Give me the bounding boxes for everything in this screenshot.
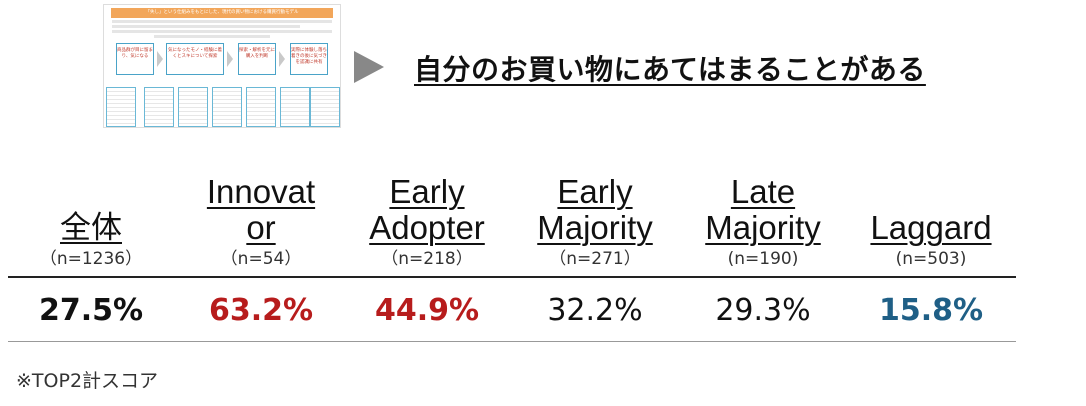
thumbnail-step: 商品群が目に留まり、気になる — [116, 43, 154, 75]
segment-name: Late Majority — [705, 174, 821, 246]
thumbnail-detail-box — [178, 87, 208, 127]
segment-header-early-adopter: Early Adopter （n=218） — [352, 150, 502, 270]
thumbnail-step: 実際に体験し落ち着きの後に気づきを認識に共有 — [290, 43, 328, 75]
segment-name-line: or — [246, 209, 276, 246]
thumbnail-arrow-icon — [227, 51, 233, 67]
value-total: 27.5% — [38, 293, 144, 328]
value-early-majority: 32.2% — [547, 293, 643, 328]
segment-name-line: Adopter — [369, 209, 485, 246]
table-top-rule — [8, 276, 1016, 278]
thumbnail-arrow-icon — [279, 51, 285, 67]
thumbnail-detail-box — [144, 87, 174, 127]
segment-name: Early Majority — [537, 174, 653, 246]
segment-sample-size: (n=503) — [895, 249, 967, 269]
thumbnail-detail-box — [310, 87, 340, 127]
segment-name-line: Late — [730, 173, 796, 210]
value-laggard: 15.8% — [878, 293, 984, 328]
segment-header-innovator: Innovat or （n=54） — [186, 150, 336, 270]
segment-name-line: Majority — [537, 209, 653, 246]
segment-name-line: Early — [389, 173, 465, 210]
segment-header-late-majority: Late Majority (n=190) — [688, 150, 838, 270]
segment-sample-size: （n=54） — [220, 249, 302, 269]
thumbnail-detail-box — [212, 87, 242, 127]
segment-sample-size: (n=190) — [727, 249, 799, 269]
value-innovator: 63.2% — [208, 293, 314, 328]
segment-header-laggard: Laggard (n=503) — [856, 150, 1006, 270]
headline: 自分のお買い物にあてはまることがある — [414, 53, 926, 86]
segment-sample-size: （n=271） — [549, 249, 641, 269]
footnote: ※TOP2計スコア — [16, 370, 159, 392]
thumbnail-title: 「失し」という仕組みをもとにした、現代の買い物における購買行動モデル — [111, 8, 333, 18]
thumbnail-detail-box — [106, 87, 136, 127]
thumbnail-step: 探索・解析を元に購入を判断 — [238, 43, 276, 75]
slide-thumbnail: 「失し」という仕組みをもとにした、現代の買い物における購買行動モデル 商品群が目… — [103, 4, 341, 128]
segment-sample-size: （n=1236） — [39, 249, 143, 269]
thumbnail-arrow-icon — [157, 51, 163, 67]
thumbnail-step: 気になったモノ・経験に着くとスキについて探索 — [166, 43, 224, 75]
segment-header-early-majority: Early Majority （n=271） — [520, 150, 670, 270]
thumbnail-detail-box — [246, 87, 276, 127]
thumbnail-text-line — [112, 20, 332, 23]
thumbnail-detail-box — [280, 87, 310, 127]
segment-name: Innovat or — [207, 174, 315, 246]
value-early-adopter: 44.9% — [374, 293, 480, 328]
segment-name: Early Adopter — [369, 174, 485, 246]
value-late-majority: 29.3% — [715, 293, 811, 328]
thumbnail-text-line — [112, 25, 300, 28]
segment-header-total: 全体 （n=1236） — [16, 150, 166, 270]
segment-name-line: Innovat — [206, 173, 316, 210]
segment-name: 全体 — [60, 210, 122, 246]
thumbnail-text-line — [112, 30, 332, 33]
segment-sample-size: （n=218） — [381, 249, 473, 269]
segment-name: Laggard — [870, 209, 992, 246]
segment-name-line: Majority — [705, 209, 821, 246]
segment-name-line: Early — [557, 173, 633, 210]
thumbnail-text-line — [154, 35, 270, 38]
table-bottom-rule — [8, 341, 1016, 342]
play-triangle-icon — [354, 51, 384, 83]
thumbnail-flow: 商品群が目に留まり、気になる 気になったモノ・経験に着くとスキについて探索 探索… — [108, 43, 336, 83]
